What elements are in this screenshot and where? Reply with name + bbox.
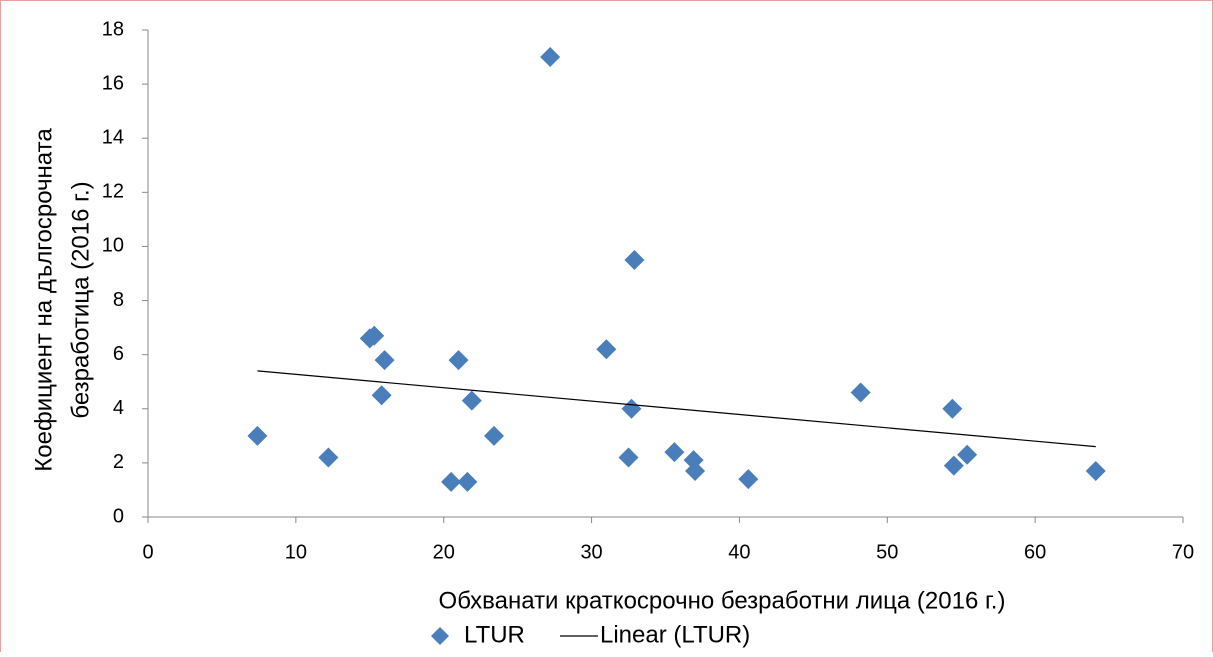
y-tick-label: 12	[102, 181, 124, 203]
scatter-point	[374, 350, 395, 371]
scatter-point	[364, 325, 385, 346]
scatter-point	[457, 471, 478, 492]
scatter-point	[850, 382, 871, 403]
x-tick-label: 20	[433, 541, 455, 563]
x-tick-label: 30	[580, 541, 602, 563]
scatter-point	[664, 442, 685, 463]
y-tick-label: 14	[102, 127, 124, 149]
scatter-point	[957, 444, 978, 465]
y-axis-title: Коефициент на дългосрочната	[30, 128, 57, 472]
legend-label: Linear (LTUR)	[600, 621, 750, 648]
scatter-point	[318, 447, 339, 468]
scatter-point	[685, 461, 706, 482]
legend-marker	[431, 627, 449, 645]
scatter-point	[247, 425, 268, 446]
x-axis-title: Обхванати краткосрочно безработни лица (…	[439, 587, 1006, 614]
scatter-point	[461, 390, 482, 411]
scatter-point	[943, 455, 964, 476]
y-tick-label: 2	[113, 451, 124, 473]
y-tick-label: 10	[102, 235, 124, 257]
trend-line	[257, 370, 1096, 448]
scatter-point	[448, 350, 469, 371]
scatter-point	[596, 339, 617, 360]
x-tick-label: 60	[1024, 541, 1046, 563]
y-axis-title: безработица (2016 г.)	[67, 181, 94, 418]
scatter-point	[1085, 461, 1106, 482]
scatter-point	[483, 425, 504, 446]
scatter-point	[618, 447, 639, 468]
x-tick-label: 10	[285, 541, 307, 563]
y-tick-label: 18	[102, 18, 124, 40]
x-tick-label: 50	[876, 541, 898, 563]
x-tick-label: 0	[142, 541, 153, 563]
scatter-point	[540, 47, 561, 68]
y-tick-label: 16	[102, 72, 124, 94]
scatter-point	[738, 469, 759, 490]
y-tick-label: 4	[113, 397, 124, 419]
legend-label: LTUR	[464, 621, 525, 648]
x-tick-label: 70	[1172, 541, 1194, 563]
x-tick-label: 40	[728, 541, 750, 563]
scatter-point	[624, 249, 645, 270]
y-tick-label: 0	[113, 505, 124, 527]
scatter-point	[371, 385, 392, 406]
y-tick-label: 6	[113, 343, 124, 365]
scatter-point	[441, 471, 462, 492]
y-tick-label: 8	[113, 289, 124, 311]
scatter-point	[942, 398, 963, 419]
